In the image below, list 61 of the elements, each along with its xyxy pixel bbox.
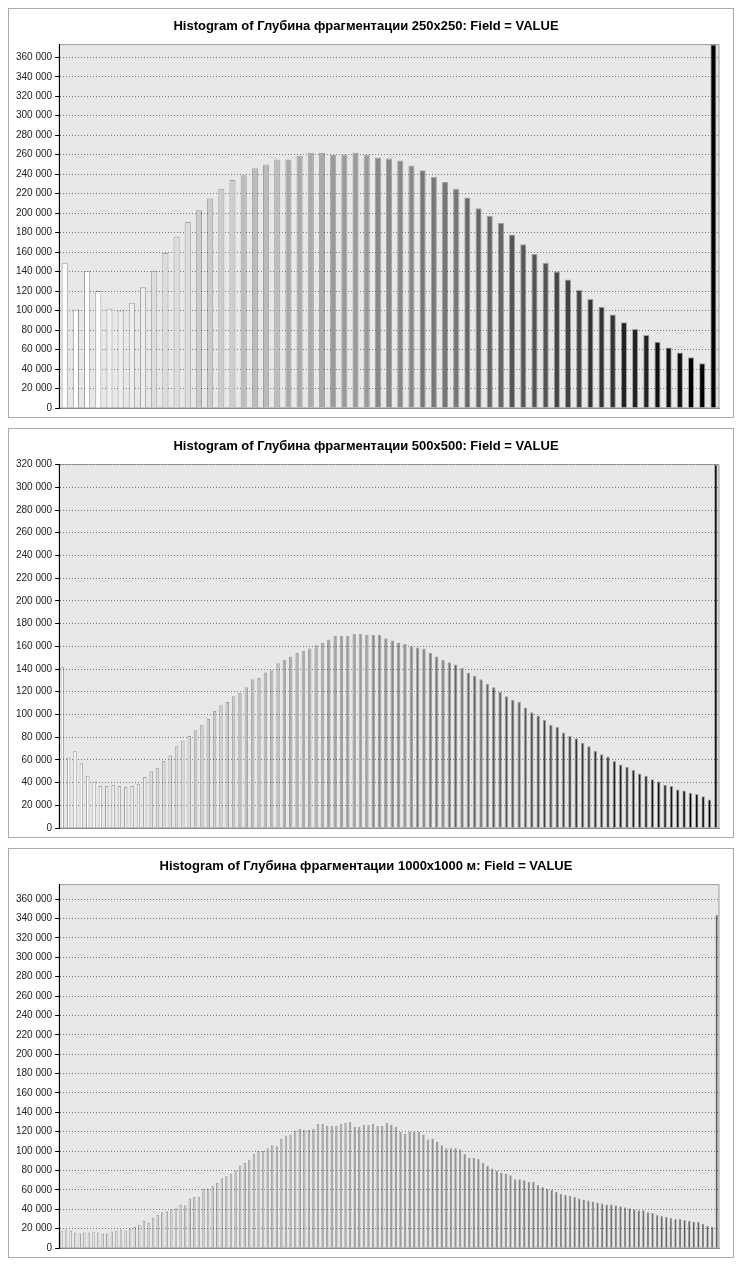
y-tick-label: 100 000 [15, 1144, 53, 1156]
y-tick-label: 200 000 [15, 594, 53, 606]
y-tick-label: 180 000 [15, 1067, 53, 1079]
y-tick-label: 80 000 [21, 730, 53, 742]
y-tick-label: 340 000 [15, 912, 53, 924]
y-tick-label: 260 000 [15, 526, 53, 538]
y-tick-label: 120 000 [15, 685, 53, 697]
chart-title: Histogram of Глубина фрагментации 500x500: Field = VALUE [173, 438, 559, 454]
y-tick-label: 140 000 [15, 1106, 53, 1118]
y-tick-label: 200 000 [15, 1047, 53, 1059]
y-tick-label: 260 000 [15, 989, 53, 1001]
y-tick-label: 80 000 [21, 323, 53, 335]
y-tick-label: 0 [46, 401, 53, 413]
y-tick-label: 160 000 [15, 245, 53, 257]
y-tick-label: 220 000 [15, 1028, 53, 1040]
bar [687, 357, 695, 408]
y-tick-label: 320 000 [15, 931, 53, 943]
y-tick-label: 180 000 [15, 617, 53, 629]
y-tick-label: 40 000 [21, 1202, 53, 1214]
y-tick-label: 340 000 [15, 70, 53, 82]
bar [710, 44, 717, 408]
y-tick-label: 100 000 [15, 708, 53, 720]
y-tick-label: 280 000 [15, 128, 53, 140]
y-tick-label: 300 000 [15, 109, 53, 121]
y-tick-label: 100 000 [15, 304, 53, 316]
y-tick-label: 0 [46, 1241, 53, 1253]
y-tick-label: 80 000 [21, 1164, 53, 1176]
y-tick-label: 140 000 [15, 662, 53, 674]
chart-title: Histogram of Глубина фрагментации 1000x1000 м: Field = VALUE [159, 858, 573, 874]
y-tick-label: 260 000 [15, 148, 53, 160]
y-tick-label: 40 000 [21, 776, 53, 788]
y-tick-label: 20 000 [21, 1222, 53, 1234]
y-tick-label: 60 000 [21, 1183, 53, 1195]
y-tick-label: 280 000 [15, 503, 53, 515]
y-tick-label: 120 000 [15, 1125, 53, 1137]
y-tick-label: 220 000 [15, 187, 53, 199]
y-tick-label: 300 000 [15, 481, 53, 493]
y-tick-label: 60 000 [21, 753, 53, 765]
y-tick-label: 240 000 [15, 549, 53, 561]
y-tick-label: 20 000 [21, 799, 53, 811]
y-tick-label: 140 000 [15, 265, 53, 277]
y-tick-label: 240 000 [15, 167, 53, 179]
y-tick-label: 160 000 [15, 1086, 53, 1098]
y-tick-label: 320 000 [15, 458, 53, 470]
bar [699, 363, 706, 408]
y-tick-label: 160 000 [15, 640, 53, 652]
y-tick-label: 280 000 [15, 970, 53, 982]
y-tick-label: 180 000 [15, 226, 53, 238]
y-tick-label: 320 000 [15, 89, 53, 101]
chart-title: Histogram of Глубина фрагментации 250x250: Field = VALUE [173, 18, 559, 34]
y-tick-label: 120 000 [15, 284, 53, 296]
y-tick-label: 300 000 [15, 951, 53, 963]
y-tick-label: 20 000 [21, 382, 53, 394]
y-tick-label: 360 000 [15, 892, 53, 904]
y-tick-label: 240 000 [15, 1009, 53, 1021]
y-tick-label: 220 000 [15, 571, 53, 583]
y-tick-label: 60 000 [21, 343, 53, 355]
y-tick-label: 200 000 [15, 206, 53, 218]
y-tick-label: 360 000 [15, 51, 53, 63]
y-tick-label: 0 [46, 821, 53, 833]
y-tick-label: 40 000 [21, 362, 53, 374]
